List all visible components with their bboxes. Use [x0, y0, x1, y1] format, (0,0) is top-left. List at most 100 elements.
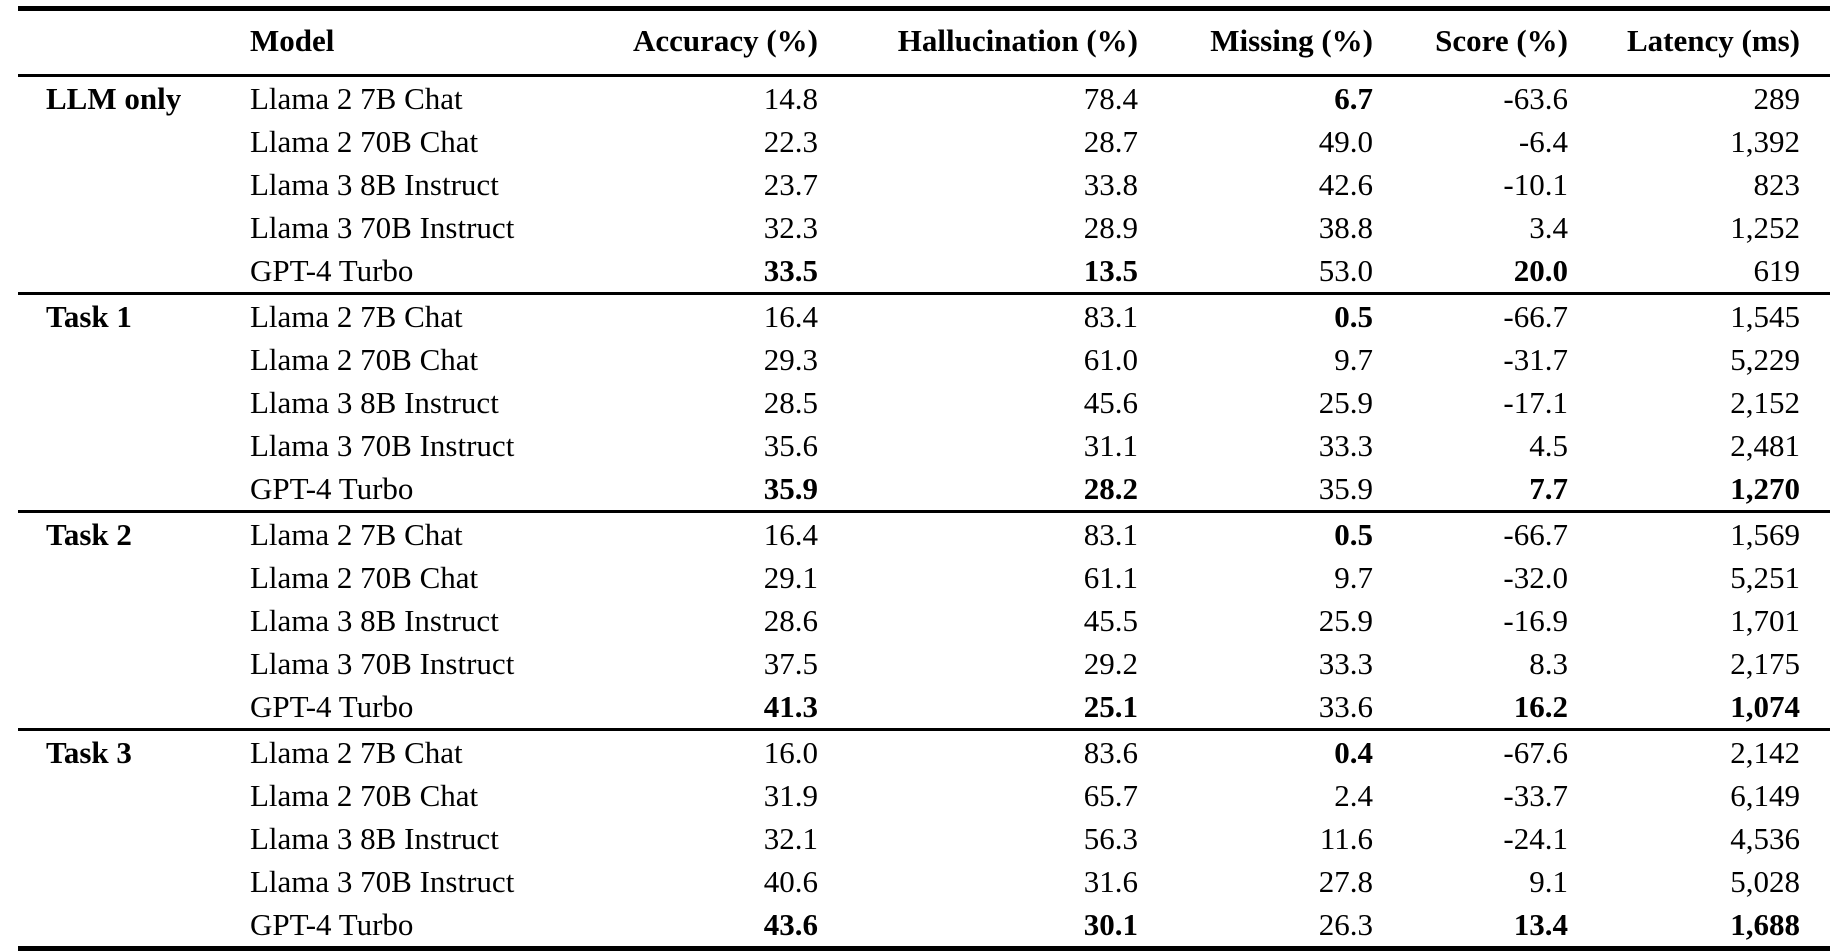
cell-missing: 33.3 [1318, 645, 1373, 681]
cell-accuracy: 28.6 [763, 602, 818, 638]
cell-latency: 1,569 [1730, 516, 1800, 552]
cell-hallucination: 31.6 [1083, 863, 1138, 899]
model-name: Llama 2 70B Chat [250, 341, 479, 377]
cell-latency: 2,142 [1730, 734, 1800, 770]
col-header-score: Score (%) [1435, 23, 1568, 58]
group-label [18, 381, 250, 424]
cell-score: -6.4 [1518, 123, 1568, 159]
group-label [18, 642, 250, 685]
model-name: Llama 2 70B Chat [250, 777, 479, 813]
cell-hallucination: 30.1 [1083, 906, 1138, 942]
table-section: Task 3 Llama 2 7B Chat 16.0 83.6 0.4 -67.6 2,1… [18, 729, 1830, 949]
cell-score: -16.9 [1503, 602, 1568, 638]
cell-score: -63.6 [1503, 80, 1568, 116]
cell-score: 7.7 [1529, 470, 1568, 506]
cell-missing: 25.9 [1318, 602, 1373, 638]
cell-latency: 2,175 [1730, 645, 1800, 681]
table-row: Llama 3 70B Instruct 37.5 29.2 33.3 8.3 2,175 [18, 642, 1830, 685]
cell-hallucination: 65.7 [1083, 777, 1138, 813]
cell-missing: 35.9 [1318, 470, 1373, 506]
cell-hallucination: 61.1 [1083, 559, 1138, 595]
cell-latency: 4,536 [1730, 820, 1800, 856]
cell-accuracy: 35.9 [763, 470, 818, 506]
cell-latency: 6,149 [1730, 777, 1800, 813]
table-row: GPT-4 Turbo 43.6 30.1 26.3 13.4 1,688 [18, 903, 1830, 949]
group-label: Task 2 [46, 516, 132, 552]
cell-missing: 33.6 [1318, 688, 1373, 724]
group-label [18, 424, 250, 467]
table-section: LLM only Llama 2 7B Chat 14.8 78.4 6.7 -63.6 2… [18, 76, 1830, 294]
model-name: Llama 3 70B Instruct [250, 863, 515, 899]
table-row: Llama 2 70B Chat 29.1 61.1 9.7 -32.0 5,251 [18, 556, 1830, 599]
group-label [18, 556, 250, 599]
model-name: Llama 3 70B Instruct [250, 427, 515, 463]
table-section: Task 1 Llama 2 7B Chat 16.4 83.1 0.5 -66.7 1,5… [18, 293, 1830, 512]
cell-accuracy: 16.4 [763, 298, 818, 334]
group-label: LLM only [46, 80, 182, 116]
table-row: GPT-4 Turbo 35.9 28.2 35.9 7.7 1,270 [18, 467, 1830, 512]
cell-missing: 9.7 [1334, 559, 1373, 595]
cell-latency: 1,392 [1730, 123, 1800, 159]
table-row: Llama 2 70B Chat 29.3 61.0 9.7 -31.7 5,229 [18, 338, 1830, 381]
group-label: Task 3 [46, 734, 132, 770]
cell-latency: 2,481 [1730, 427, 1800, 463]
table-row: Task 3 Llama 2 7B Chat 16.0 83.6 0.4 -67.6 2,1… [18, 730, 1830, 775]
cell-score: -66.7 [1503, 516, 1568, 552]
cell-accuracy: 37.5 [763, 645, 818, 681]
col-header-group [18, 9, 250, 76]
table-row: GPT-4 Turbo 33.5 13.5 53.0 20.0 619 [18, 249, 1830, 294]
group-label [18, 817, 250, 860]
table-row: Llama 3 8B Instruct 23.7 33.8 42.6 -10.1 823 [18, 163, 1830, 206]
cell-missing: 0.5 [1334, 298, 1373, 334]
cell-score: 4.5 [1529, 427, 1568, 463]
cell-latency: 5,251 [1730, 559, 1800, 595]
cell-accuracy: 31.9 [763, 777, 818, 813]
table-row: Llama 3 70B Instruct 32.3 28.9 38.8 3.4 1,252 [18, 206, 1830, 249]
group-label [18, 338, 250, 381]
cell-hallucination: 83.1 [1083, 516, 1138, 552]
group-label [18, 903, 250, 949]
cell-latency: 823 [1753, 166, 1801, 202]
model-name: GPT-4 Turbo [250, 470, 414, 506]
cell-hallucination: 83.6 [1083, 734, 1138, 770]
group-label [18, 249, 250, 294]
cell-missing: 25.9 [1318, 384, 1373, 420]
cell-accuracy: 22.3 [763, 123, 818, 159]
cell-accuracy: 35.6 [763, 427, 818, 463]
table-row: Llama 2 70B Chat 22.3 28.7 49.0 -6.4 1,392 [18, 120, 1830, 163]
cell-hallucination: 28.2 [1083, 470, 1138, 506]
model-name: Llama 3 8B Instruct [250, 384, 499, 420]
col-header-hallucination: Hallucination (%) [897, 23, 1138, 58]
cell-missing: 2.4 [1334, 777, 1373, 813]
cell-accuracy: 33.5 [763, 252, 818, 288]
model-name: Llama 3 8B Instruct [250, 820, 499, 856]
cell-score: 20.0 [1513, 252, 1568, 288]
table-row: Llama 3 8B Instruct 32.1 56.3 11.6 -24.1 4,53… [18, 817, 1830, 860]
cell-missing: 38.8 [1318, 209, 1373, 245]
model-name: Llama 3 8B Instruct [250, 602, 499, 638]
cell-score: -10.1 [1503, 166, 1568, 202]
cell-score: 16.2 [1513, 688, 1568, 724]
model-name: GPT-4 Turbo [250, 688, 414, 724]
model-name: Llama 2 70B Chat [250, 559, 479, 595]
model-name: Llama 2 7B Chat [250, 80, 463, 116]
group-label [18, 599, 250, 642]
cell-missing: 9.7 [1334, 341, 1373, 377]
cell-hallucination: 25.1 [1083, 688, 1138, 724]
cell-hallucination: 61.0 [1083, 341, 1138, 377]
cell-missing: 49.0 [1318, 123, 1373, 159]
model-name: Llama 3 70B Instruct [250, 209, 515, 245]
benchmark-table: Model Accuracy (%) Hallucination (%) Mis… [18, 6, 1830, 951]
cell-accuracy: 41.3 [763, 688, 818, 724]
cell-hallucination: 28.7 [1083, 123, 1138, 159]
table-row: Task 1 Llama 2 7B Chat 16.4 83.1 0.5 -66.7 1,5… [18, 294, 1830, 339]
cell-score: -32.0 [1503, 559, 1568, 595]
group-label [18, 774, 250, 817]
cell-score: 8.3 [1529, 645, 1568, 681]
group-label [18, 685, 250, 730]
cell-accuracy: 40.6 [763, 863, 818, 899]
cell-score: -66.7 [1503, 298, 1568, 334]
cell-missing: 11.6 [1319, 820, 1373, 856]
header-row: Model Accuracy (%) Hallucination (%) Mis… [18, 9, 1830, 76]
model-name: Llama 3 8B Instruct [250, 166, 499, 202]
